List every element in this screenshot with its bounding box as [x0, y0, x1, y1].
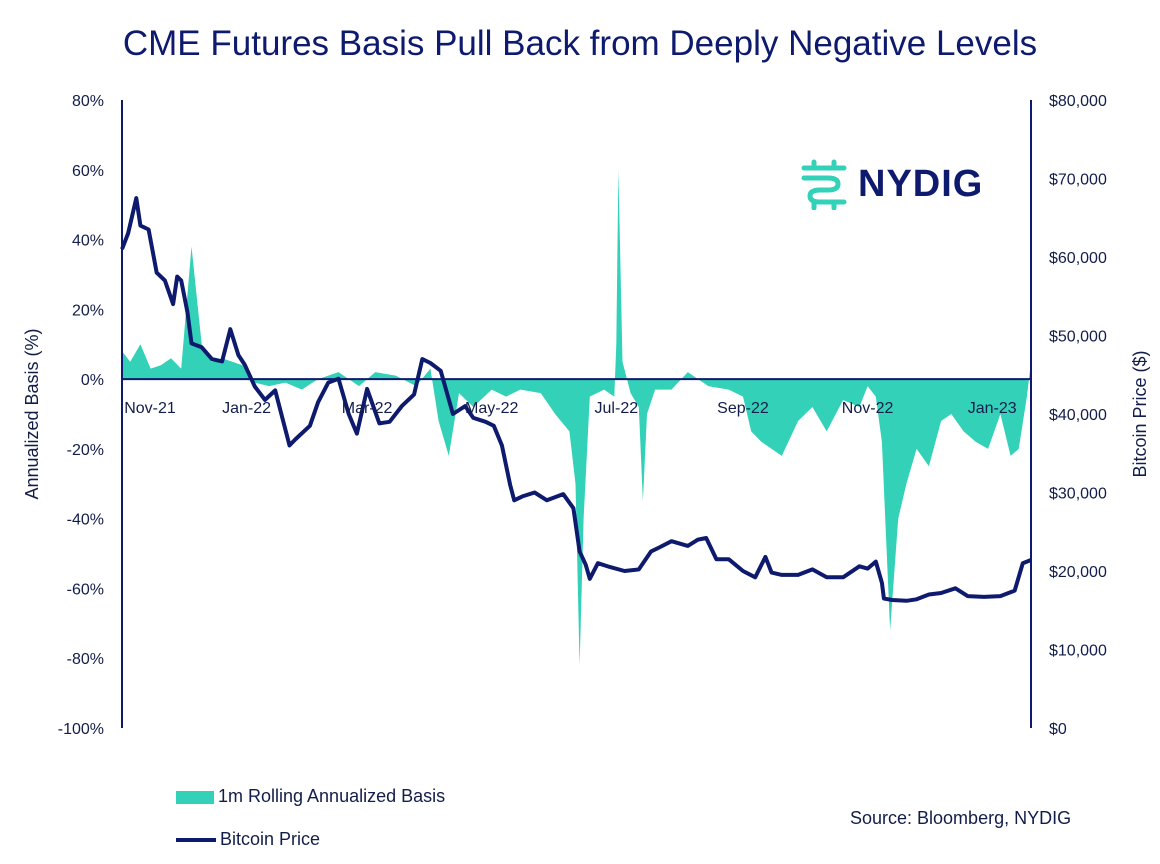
nydig-logo-text: NYDIG	[858, 162, 984, 205]
y-tick-label: 0%	[81, 372, 104, 389]
y-tick-label: -60%	[67, 581, 104, 598]
y2-tick-label: $60,000	[1049, 250, 1107, 267]
x-tick-label: Sep-22	[717, 400, 769, 417]
y-tick-label: 40%	[72, 233, 104, 250]
legend-swatch-price	[176, 838, 216, 843]
basis-area-layer	[122, 169, 1031, 666]
y2-tick-label: $30,000	[1049, 486, 1107, 503]
x-tick-label: Jul-22	[595, 400, 639, 417]
y2-tick-label: $20,000	[1049, 564, 1107, 581]
y2-tick-label: $80,000	[1049, 93, 1107, 110]
legend-label-price: Bitcoin Price	[220, 829, 321, 849]
legend-label-basis: 1m Rolling Annualized Basis	[218, 786, 446, 806]
x-tick-label: Jan-23	[968, 400, 1017, 417]
x-tick-label: May-22	[465, 400, 518, 417]
y2-tick-label: $10,000	[1049, 643, 1107, 660]
y2-tick-label: $70,000	[1049, 172, 1107, 189]
price-line	[120, 196, 1032, 603]
nydig-logo-icon	[801, 159, 847, 210]
chart-title: CME Futures Basis Pull Back from Deeply …	[122, 24, 1038, 63]
y-tick-label: 20%	[72, 302, 104, 319]
y-tick-label: 80%	[72, 93, 104, 110]
nydig-logo: NYDIG	[798, 158, 983, 210]
price-line-layer	[120, 196, 1032, 603]
y-tick-label: 60%	[72, 163, 104, 180]
source-note: Source: Bloomberg, NYDIG	[850, 808, 1072, 828]
legend-item-price: Bitcoin Price	[176, 829, 320, 850]
y2-axis-label: Bitcoin Price ($)	[1130, 350, 1150, 477]
x-tick-label: Jan-22	[222, 400, 271, 417]
y2-tick-label: $40,000	[1049, 407, 1107, 424]
x-tick-label: Nov-22	[842, 400, 894, 417]
y-tick-label: -20%	[67, 442, 104, 459]
legend-swatch-basis	[176, 790, 214, 804]
x-tick-label: Mar-22	[342, 400, 393, 417]
tick-labels-layer: 80% 60% 40% 20% 0% -20% -40% -60% -80% -100% $80,0…	[58, 93, 1107, 738]
axes-layer	[121, 100, 1032, 728]
y2-tick-label: $0	[1049, 721, 1067, 738]
basis-area	[122, 169, 1031, 666]
y-tick-label: -100%	[58, 721, 104, 738]
legend-item-basis: 1m Rolling Annualized Basis	[176, 786, 445, 807]
y-axis-label: Annualized Basis (%)	[22, 328, 42, 499]
x-tick-label: Nov-21	[124, 400, 176, 417]
y2-tick-label: $50,000	[1049, 329, 1107, 346]
y-tick-label: -40%	[67, 512, 104, 529]
y-tick-label: -80%	[67, 651, 104, 668]
